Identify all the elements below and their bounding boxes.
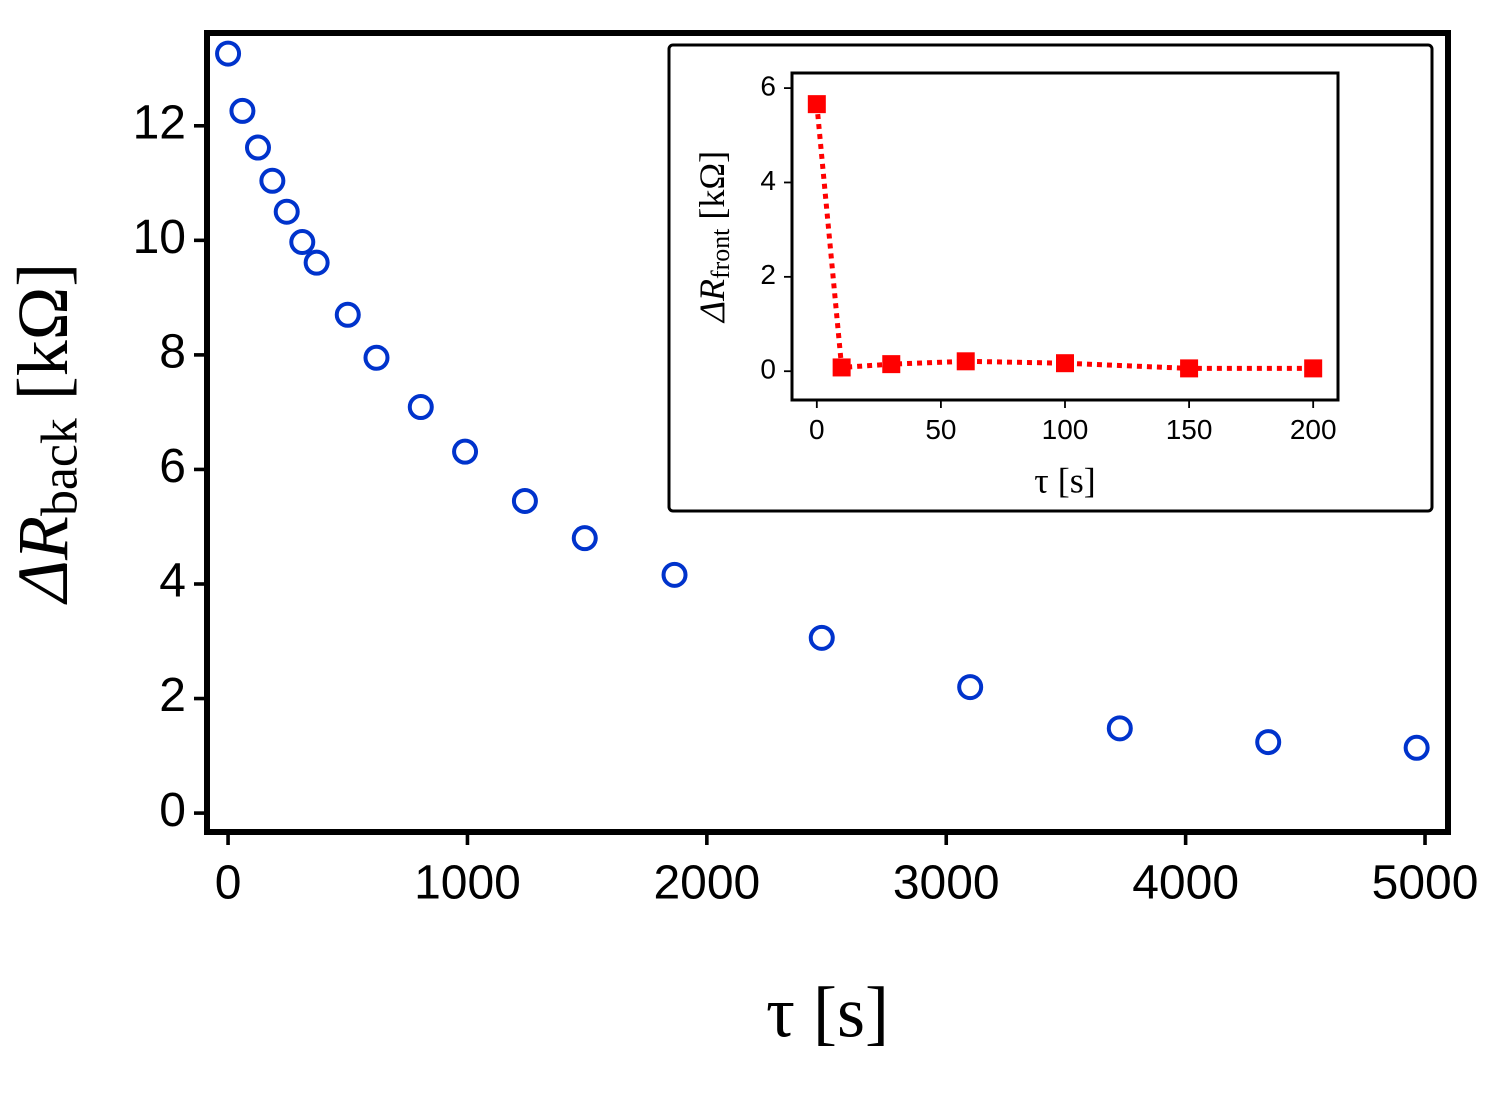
data-point — [289, 229, 316, 256]
data-point — [1304, 359, 1323, 378]
y-tick-label: 10 — [133, 211, 186, 264]
x-tick-label: 150 — [1166, 414, 1213, 445]
data-point — [808, 624, 835, 651]
data-point — [407, 394, 434, 421]
x-tick-label: 0 — [809, 414, 825, 445]
y-tick-label: 4 — [159, 555, 186, 608]
y-tick-label: 4 — [760, 165, 776, 196]
x-tick-label: 0 — [215, 856, 242, 909]
data-point — [1403, 734, 1430, 761]
x-tick-label: 1000 — [414, 856, 521, 909]
y-axis-subscript: front — [706, 228, 735, 279]
x-tick-label: 3000 — [893, 856, 1000, 909]
data-point — [882, 355, 901, 374]
y-axis-unit: [kΩ] — [3, 263, 83, 400]
y-tick-label: 6 — [760, 70, 776, 101]
x-tick-label: 50 — [925, 414, 956, 445]
data-point — [1106, 715, 1133, 742]
y-axis-symbol: ΔR — [692, 279, 732, 324]
data-point — [303, 249, 330, 276]
data-point — [1056, 354, 1074, 373]
x-tick-label: 4000 — [1132, 856, 1239, 909]
data-point — [807, 95, 826, 114]
y-tick-label: 2 — [159, 669, 186, 722]
data-point — [571, 525, 598, 552]
data-point — [334, 301, 361, 328]
data-point — [363, 344, 390, 371]
x-axis-label: τ [s] — [766, 973, 889, 1053]
y-tick-label: 6 — [159, 440, 186, 493]
y-tick-label: 2 — [760, 259, 776, 290]
plot-frame — [204, 30, 1451, 835]
data-point — [259, 167, 286, 194]
y-tick-label: 0 — [159, 784, 186, 837]
data-point — [661, 561, 688, 588]
y-axis-label: ΔRfront [kΩ] — [692, 151, 735, 324]
data-point — [1180, 359, 1199, 378]
data-point — [832, 358, 851, 377]
y-axis-symbol: ΔR — [3, 516, 83, 605]
y-axis-unit: [kΩ] — [692, 151, 732, 220]
data-point — [452, 438, 479, 465]
x-tick-label: 200 — [1290, 414, 1337, 445]
y-axis-label: ΔRback [kΩ] — [3, 263, 89, 606]
data-point — [957, 674, 984, 701]
x-tick-label: 100 — [1042, 414, 1089, 445]
y-tick-label: 12 — [133, 96, 186, 149]
data-point — [215, 40, 242, 67]
y-tick-label: 0 — [760, 354, 776, 385]
data-point — [511, 487, 538, 514]
y-tick-label: 8 — [159, 326, 186, 379]
x-tick-label: 2000 — [653, 856, 760, 909]
x-axis-label: τ [s] — [1034, 460, 1095, 500]
data-point — [244, 134, 271, 161]
data-point — [229, 97, 256, 124]
x-tick-label: 5000 — [1372, 856, 1479, 909]
inset-frame — [667, 43, 1434, 513]
data-point — [1255, 729, 1282, 756]
data-point — [273, 198, 300, 225]
y-axis-subscript: back — [31, 418, 88, 516]
data-point — [956, 352, 975, 371]
